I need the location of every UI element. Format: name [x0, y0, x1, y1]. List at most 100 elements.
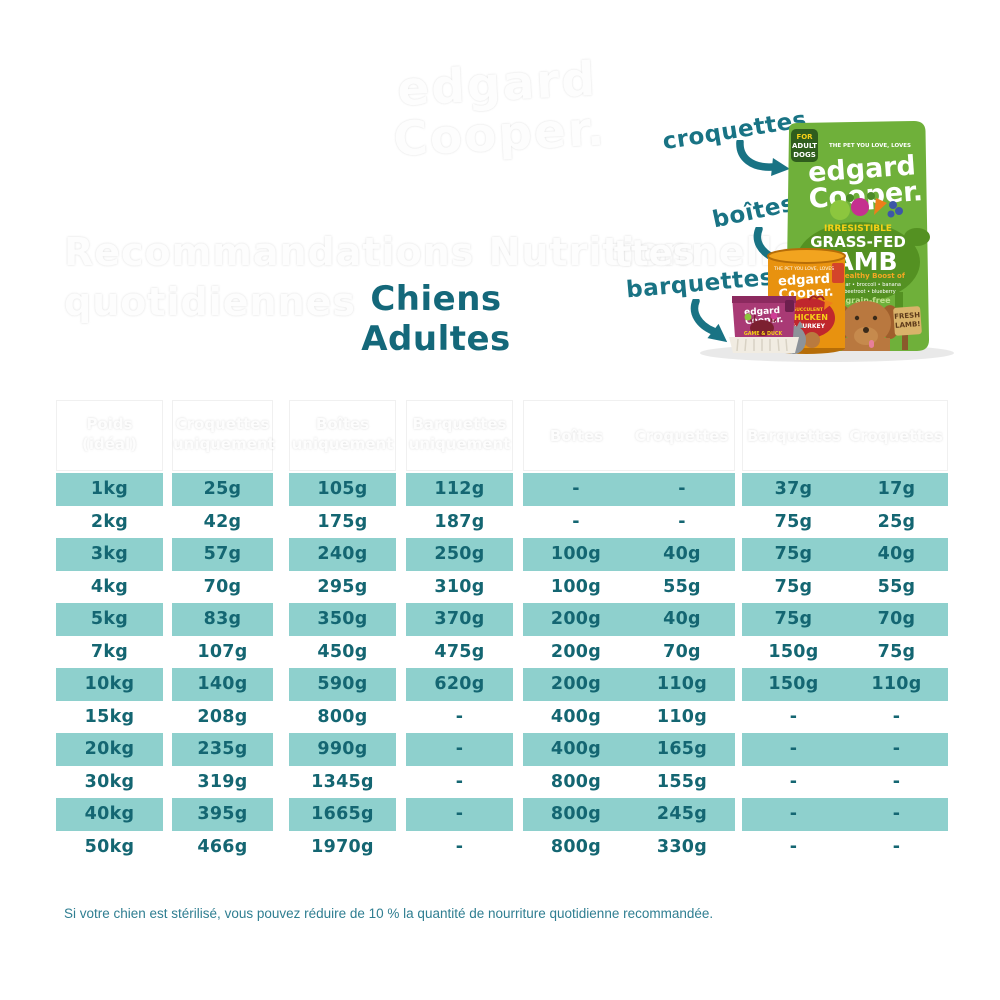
table-row: 3kg 57g 240g 250g 100g 40g 75g 40g [0, 538, 1000, 571]
combo-cell: 150g 75g [742, 636, 948, 669]
tray-brand: edgard [744, 306, 780, 318]
brand-watermark-line2: Cooper. [391, 101, 608, 168]
combo-cell: 100g 40g [523, 538, 735, 571]
header-text: Barquettes [747, 427, 841, 445]
amount-value: - [789, 706, 798, 727]
brand-watermark: edgard Cooper. [390, 52, 608, 168]
amount-cell: 395g [172, 798, 273, 831]
weight-cell: 10kg [56, 668, 163, 701]
amount-value: - [789, 804, 798, 824]
combo-cell: -- [742, 733, 948, 766]
amount-cell: 1970g [311, 836, 374, 857]
amount-value: 25g [877, 511, 916, 532]
weight-cell: 30kg [84, 771, 135, 792]
header-text: uniquement [173, 435, 275, 453]
amount-value: 75g [774, 576, 813, 597]
amount-value: - [892, 771, 901, 792]
amount-cell: 295g [317, 576, 368, 597]
amount-cell: 107g [197, 641, 248, 662]
header-barquettes-uniquement: Barquettes uniquement [406, 400, 513, 471]
tray-flavor: GAME & DUCK [744, 331, 783, 337]
amount-value: 150g [768, 641, 819, 662]
ghost-heading-line1: Recommandations Nutritionnelles [64, 230, 824, 274]
amount-cell: 140g [172, 668, 273, 701]
can-badge [832, 263, 844, 283]
header-group-boites-croquettes: Boîtes Croquettes [523, 400, 735, 471]
amount-value: 110g [656, 674, 708, 694]
amount-value: 165g [656, 739, 708, 759]
header-text: Poids [86, 415, 133, 433]
combo-cell: 150g 110g [742, 668, 948, 701]
amount-cell: 57g [172, 538, 273, 571]
amount-cell: 370g [406, 603, 513, 636]
bag-badge-text: DOGS [793, 151, 816, 159]
amount-value: - [789, 771, 798, 792]
bag-ingredients: beetroot • blueberry [844, 289, 896, 295]
header-text: uniquement [291, 435, 394, 453]
amount-cell: 590g [289, 668, 396, 701]
amount-value: 800g [550, 836, 602, 857]
bag-badge [791, 129, 818, 162]
sign-text: LAMB! [895, 320, 921, 330]
amount-value: 110g [656, 706, 708, 727]
weight-cell: 15kg [84, 706, 135, 727]
table-row: 4kg 70g 295g 310g 100g 55g 75g 55g [0, 571, 1000, 604]
can-tagline: THE PET YOU LOVE, LOVES [773, 266, 834, 272]
combo-cell: 75g 40g [742, 538, 948, 571]
product-cluster: FOR ADULT DOGS THE PET YOU LOVE, LOVES e… [700, 121, 954, 362]
weight-cell: 50kg [84, 836, 135, 857]
weight-cell: 40kg [56, 798, 163, 831]
combo-cell: -- [742, 798, 948, 831]
combo-cell: 75g 55g [742, 571, 948, 604]
amount-value: 55g [663, 576, 701, 597]
ghost-heading-line2: quotidiennes [64, 280, 357, 324]
amount-cell: 1665g [289, 798, 396, 831]
combo-cell: 800g 330g [523, 831, 735, 864]
amount-cell: 70g [203, 576, 242, 597]
weight-cell: 20kg [56, 733, 163, 766]
amount-value: 200g [550, 609, 602, 629]
header-text: uniquement [408, 435, 511, 453]
weight-cell: 5kg [56, 603, 163, 636]
can-brand: edgard [778, 272, 831, 290]
amount-cell: 42g [203, 511, 242, 532]
combo-cell: -- [742, 766, 948, 799]
bag-flavor: GRASS-FED [810, 233, 906, 251]
can-flavor: & TURKEY [791, 323, 826, 330]
bag-brand: edgard [807, 150, 917, 188]
amount-value: 55g [877, 576, 916, 597]
amount-cell: 466g [197, 836, 248, 857]
weight-cell: 3kg [56, 538, 163, 571]
amount-value: - [892, 706, 901, 727]
amount-value: - [892, 836, 901, 857]
header-text: Croquettes [849, 427, 943, 445]
amount-cell: 187g [434, 511, 485, 532]
arrow-croquettes-icon [736, 140, 790, 176]
combo-cell: 200g 110g [523, 668, 735, 701]
combo-cell: 800g 245g [523, 798, 735, 831]
amount-value: 40g [663, 544, 701, 564]
combo-cell: 400g 110g [523, 701, 735, 734]
amount-cell: - [455, 771, 464, 792]
amount-value: 800g [550, 804, 602, 824]
bag-badge-text: ADULT [792, 142, 817, 150]
tray-deer-illustration [744, 312, 778, 336]
combo-cell: 75g 70g [742, 603, 948, 636]
amount-cell: 475g [434, 641, 485, 662]
food-tray: edgard Cooper. GAME & DUCK [729, 296, 799, 353]
fresh-lamb-sign: FRESH LAMB! [893, 306, 922, 350]
combo-cell: -- [523, 506, 735, 539]
amount-cell: 235g [172, 733, 273, 766]
ghost-text-fragment: ttes [613, 231, 695, 276]
amount-cell: 450g [317, 641, 368, 662]
amount-value: - [892, 804, 901, 824]
header-boites-uniquement: Boîtes uniquement [289, 400, 396, 471]
amount-cell: 800g [317, 706, 368, 727]
weight-cell: 4kg [90, 576, 129, 597]
header-text: (idéal) [81, 435, 138, 453]
table-row: 40kg 395g 1665g - 800g 245g - - [0, 798, 1000, 831]
header-croquettes-uniquement: Croquettes uniquement [172, 400, 275, 471]
amount-cell: 175g [317, 511, 368, 532]
combo-cell: -- [742, 701, 948, 734]
amount-cell: 990g [289, 733, 396, 766]
